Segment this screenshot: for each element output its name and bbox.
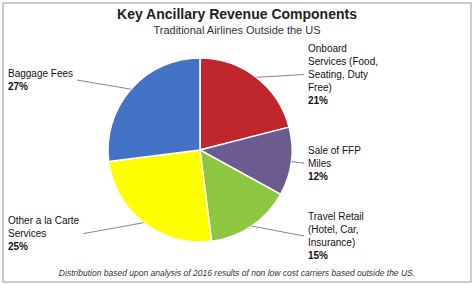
slice [109,150,212,242]
category-label: Other a la Carte Services [8,215,80,239]
label-line: Baggage Fees [8,68,73,79]
label-line: Free) [308,82,332,93]
footnote: Distribution based upon analysis of 2016… [59,268,415,278]
category-label: Baggage Fees [8,68,73,79]
leader-lines [77,75,304,237]
value-label: 25% [8,241,28,252]
labels: Onboard Services (Food, Seating, Duty Free)… [8,43,378,261]
label-line: Sale of FFP [308,145,361,156]
label-line: (Hotel, Car, [308,224,359,235]
label-line: Seating, Duty [308,69,368,80]
slice-label: Onboard Services (Food, Seating, Duty Free)… [308,43,378,106]
label-line: Onboard [308,43,347,54]
leader-line [291,162,304,164]
slice-label: Travel Retail (Hotel, Car, Insurance) 15% [308,211,364,261]
slice [108,58,200,162]
label-line: Insurance) [308,237,355,248]
slice [200,150,281,241]
label-line: Services (Food, [308,56,378,67]
slice-label: Other a la Carte Services 25% [8,215,80,252]
title: Key Ancillary Revenue Components [117,6,357,22]
value-label: 12% [308,171,328,182]
value-label: 27% [8,81,28,92]
label-line: Travel Retail [308,211,364,222]
label-line: Other a la Carte [8,215,80,226]
category-label: Travel Retail (Hotel, Car, Insurance) [308,211,364,248]
subtitle: Traditional Airlines Outside the US [153,24,320,36]
label-line: Services [8,228,46,239]
category-label: Onboard Services (Food, Seating, Duty Free) [308,43,378,93]
border [3,3,471,282]
slice-label: Baggage Fees 27% [8,68,73,92]
leader-line [252,226,304,236]
value-label: 21% [308,95,328,106]
leader-line [77,80,131,89]
label-line: Miles [308,158,331,169]
leader-line [256,75,304,78]
slice-label: Sale of FFP Miles 12% [308,145,361,182]
leader-line [84,223,144,234]
category-label: Sale of FFP Miles [308,145,361,169]
value-label: 15% [308,250,328,261]
slices [108,58,292,242]
